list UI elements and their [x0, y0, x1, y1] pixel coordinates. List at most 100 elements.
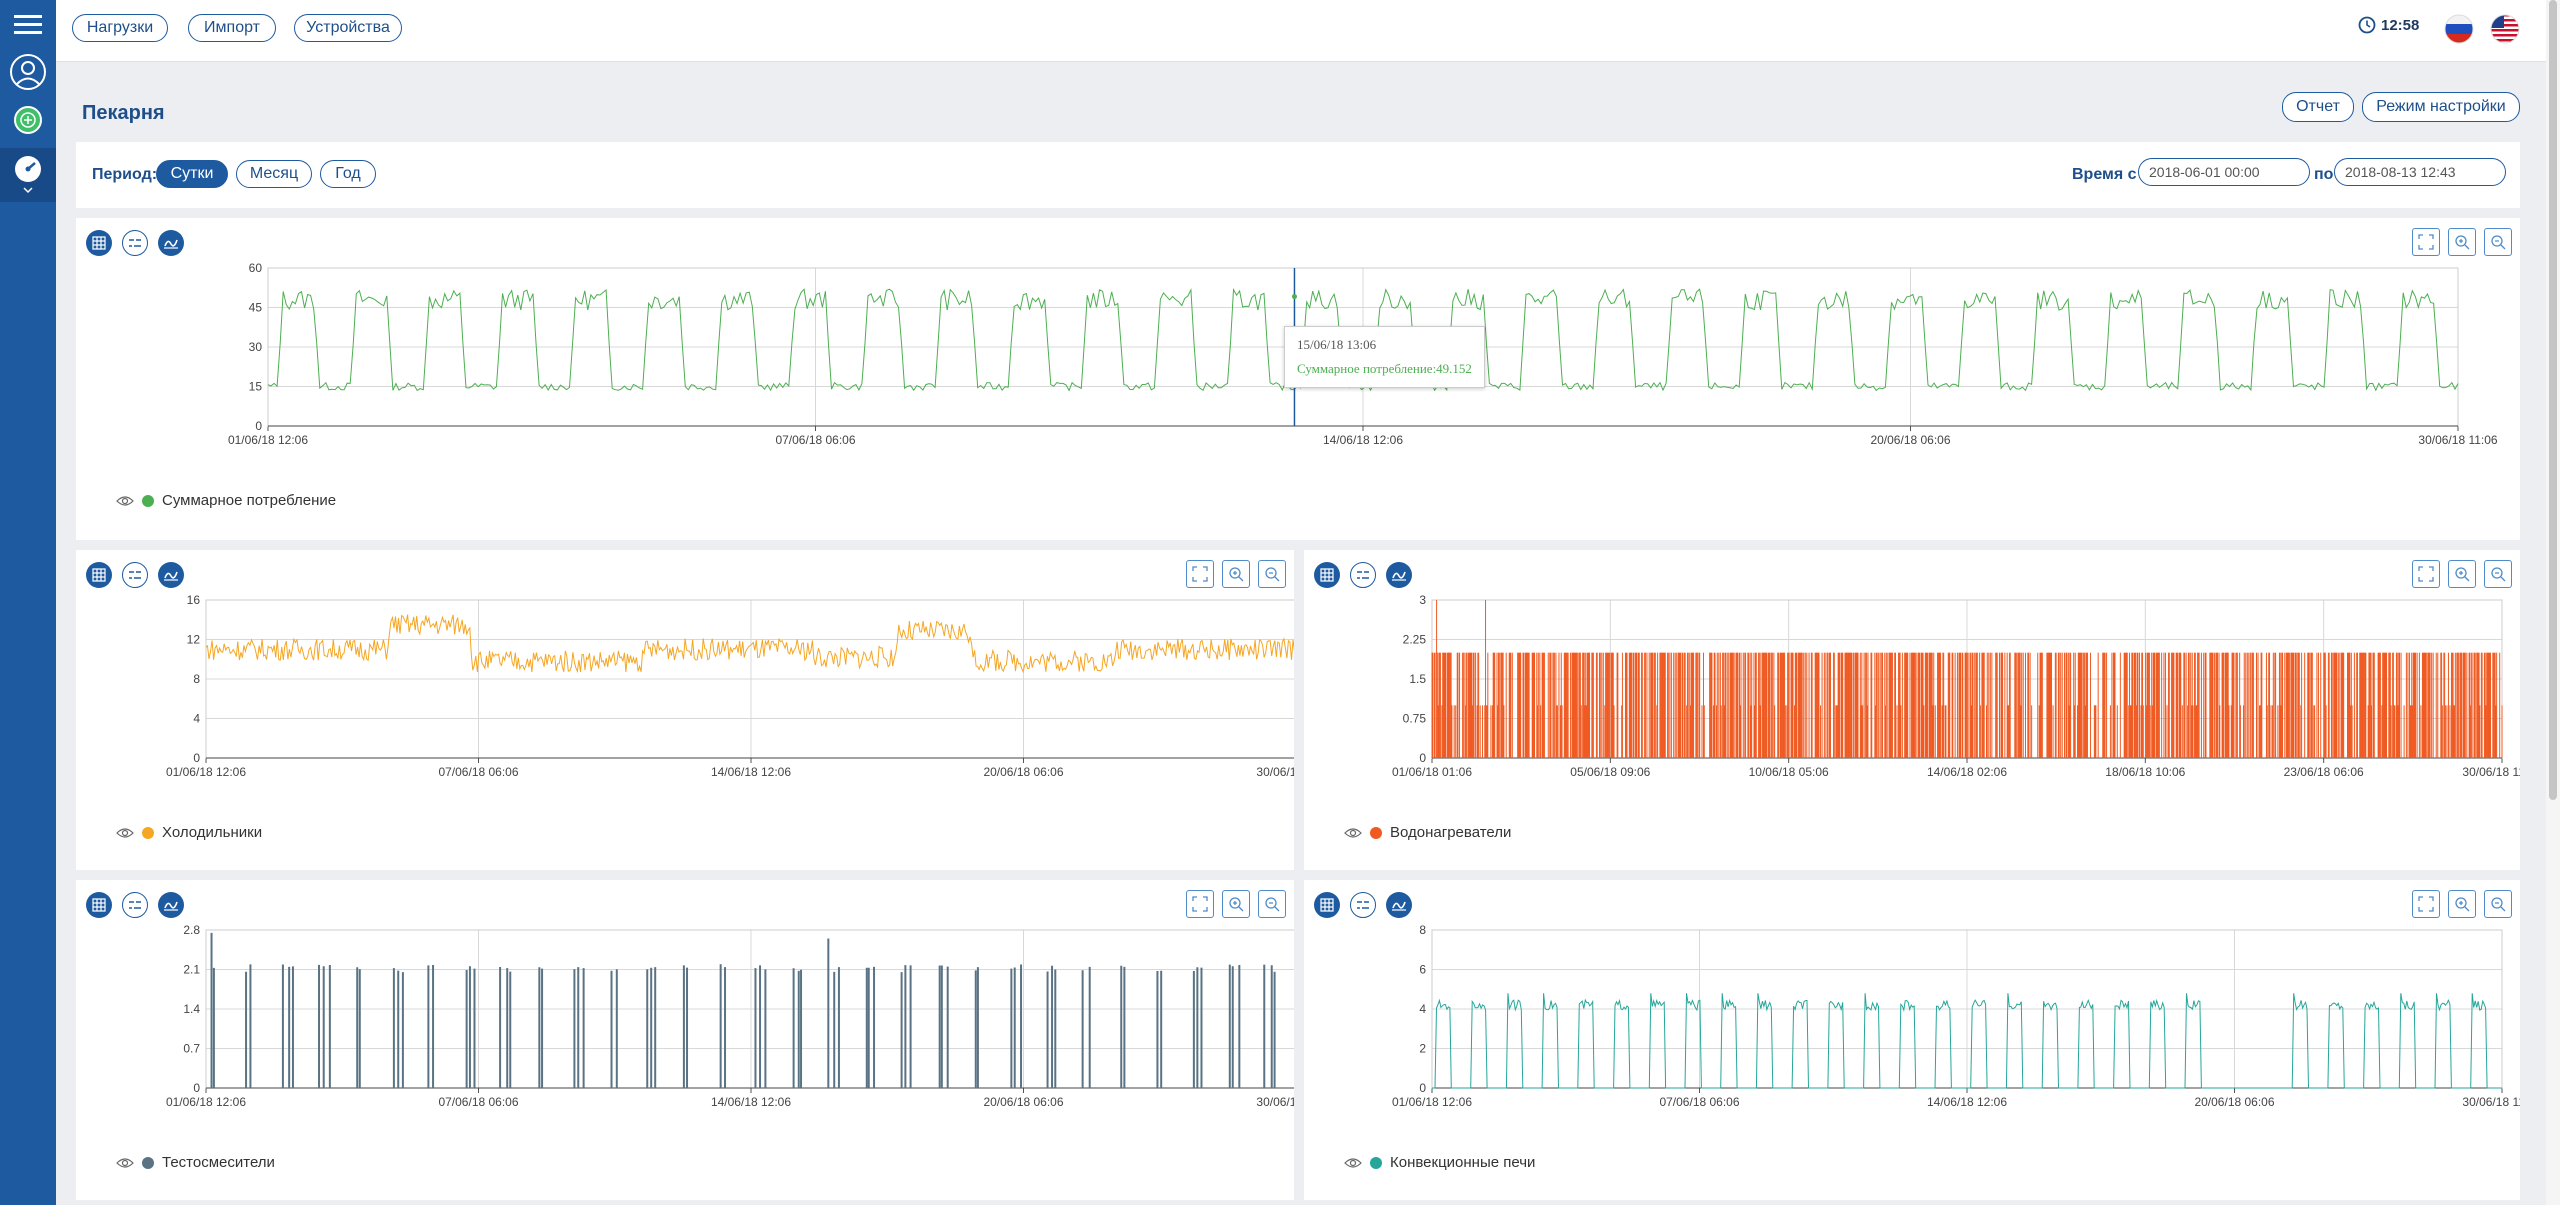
- fullscreen-icon[interactable]: [2412, 560, 2440, 588]
- legend-color-dot: [1370, 826, 1382, 839]
- chart-legend[interactable]: Холодильники: [116, 824, 262, 841]
- x-tick-label: 01/06/18 12:06: [166, 1095, 246, 1109]
- legend-series-name: Суммарное потребление: [162, 492, 337, 509]
- y-tick-label: 8: [1419, 923, 1426, 937]
- y-tick-label: 1.4: [183, 1002, 200, 1016]
- visibility-eye-icon[interactable]: [1344, 827, 1362, 839]
- y-tick-label: 0: [193, 1081, 200, 1095]
- grid-icon[interactable]: [1314, 562, 1340, 588]
- chart-legend[interactable]: Суммарное потребление: [116, 492, 336, 509]
- y-tick-label: 4: [1419, 1002, 1426, 1016]
- y-tick-label: 0: [1419, 751, 1426, 765]
- chevron-down-icon: [23, 187, 33, 194]
- zoom-out-icon[interactable]: [2484, 560, 2512, 588]
- zoom-in-icon[interactable]: [2448, 560, 2476, 588]
- fullscreen-icon[interactable]: [2412, 890, 2440, 918]
- clock-icon: [2358, 16, 2376, 34]
- visibility-eye-icon[interactable]: [116, 827, 134, 839]
- legend-series-name: Конвекционные печи: [1390, 1154, 1536, 1171]
- y-tick-label: 2.25: [1403, 633, 1427, 647]
- x-tick-label: 20/06/18 06:06: [2194, 1095, 2274, 1109]
- fullscreen-icon[interactable]: [1186, 890, 1214, 918]
- zoom-in-icon[interactable]: [2448, 228, 2476, 256]
- scrollbar[interactable]: [2546, 0, 2560, 1205]
- menu-icon[interactable]: [6, 2, 50, 46]
- legend-series-name: Холодильники: [162, 824, 263, 841]
- x-tick-label: 18/06/18 10:06: [2105, 765, 2185, 779]
- fullscreen-icon[interactable]: [2412, 228, 2440, 256]
- tab-devices[interactable]: Устройства: [294, 14, 402, 42]
- scrollbar-thumb[interactable]: [2549, 0, 2557, 800]
- series-line: [267, 287, 2459, 392]
- chart-legend[interactable]: Тестосмесители: [116, 1154, 275, 1171]
- x-tick-label: 05/06/18 09:06: [1570, 765, 1650, 779]
- export-icon[interactable]: [158, 892, 184, 918]
- chart-type-icon[interactable]: [122, 562, 148, 588]
- x-tick-label: 14/06/18 12:06: [711, 1095, 791, 1109]
- y-tick-label: 0.75: [1403, 712, 1427, 726]
- y-tick-label: 0: [193, 751, 200, 765]
- report-button[interactable]: Отчет: [2282, 92, 2354, 122]
- x-tick-label: 14/06/18 02:06: [1927, 765, 2007, 779]
- russian-flag-icon[interactable]: [2444, 14, 2474, 44]
- chart-panel-convection-ovens: 0 2 4 6 8 01/06/18 12:06 07/06/18 06:06 14/06/1…: [1304, 880, 2520, 1200]
- chart-type-icon[interactable]: [122, 230, 148, 256]
- x-tick-label: 20/06/18 06:06: [983, 765, 1063, 779]
- period-bar: Период: Сутки Месяц Год Время с 2018-06-…: [76, 142, 2520, 208]
- zoom-in-icon[interactable]: [1222, 890, 1250, 918]
- x-tick-label: 07/06/18 06:06: [438, 1095, 518, 1109]
- tab-import[interactable]: Импорт: [188, 14, 276, 42]
- zoom-in-icon[interactable]: [1222, 560, 1250, 588]
- hover-point: [1291, 294, 1297, 300]
- y-tick-label: 12: [187, 633, 201, 647]
- grid-icon[interactable]: [1314, 892, 1340, 918]
- legend-color-dot: [142, 1156, 154, 1169]
- grid-icon[interactable]: [86, 230, 112, 256]
- zoom-in-icon[interactable]: [2448, 890, 2476, 918]
- grid-icon[interactable]: [86, 892, 112, 918]
- chart-type-icon[interactable]: [122, 892, 148, 918]
- y-tick-label: 4: [193, 712, 200, 726]
- user-icon[interactable]: [6, 50, 50, 94]
- zoom-out-icon[interactable]: [1258, 890, 1286, 918]
- time-from-input[interactable]: 2018-06-01 00:00: [2138, 158, 2310, 186]
- time-to-input[interactable]: 2018-08-13 12:43: [2334, 158, 2506, 186]
- us-flag-icon[interactable]: [2490, 14, 2520, 44]
- y-tick-label: 2.1: [183, 963, 200, 977]
- legend-color-dot: [142, 494, 154, 507]
- sidebar: [0, 0, 56, 1205]
- x-tick-label: 30/06/18 11:06: [1256, 765, 1294, 779]
- clock-time: 12:58: [2381, 16, 2420, 34]
- x-tick-label: 30/06/18 11:06: [2418, 433, 2498, 447]
- zoom-out-icon[interactable]: [2484, 228, 2512, 256]
- tab-loads[interactable]: Нагрузки: [72, 14, 168, 42]
- chart-legend[interactable]: Конвекционные печи: [1344, 1154, 1535, 1171]
- chart-tooltip: 15/06/18 13:06 Суммарное потребление:49.…: [1284, 326, 1485, 388]
- export-icon[interactable]: [1386, 892, 1412, 918]
- settings-mode-button[interactable]: Режим настройки: [2362, 92, 2520, 122]
- visibility-eye-icon[interactable]: [1344, 1157, 1362, 1169]
- chart-type-icon[interactable]: [1350, 562, 1376, 588]
- time-from-label: Время с: [2072, 166, 2137, 183]
- chart-panel-water-heaters: 0 0.75 1.5 2.25 3 01/06/18 01:06 05/06/18 09:0…: [1304, 550, 2520, 870]
- period-year-button[interactable]: Год: [320, 160, 376, 188]
- add-icon[interactable]: [6, 98, 50, 142]
- chart-svg: 0 0.7 1.4 2.1 2.8 01/06/18 12:06 07/06/18 06:0…: [166, 923, 1294, 1109]
- zoom-out-icon[interactable]: [1258, 560, 1286, 588]
- export-icon[interactable]: [158, 562, 184, 588]
- period-day-button[interactable]: Сутки: [156, 160, 228, 188]
- visibility-eye-icon[interactable]: [116, 495, 134, 507]
- export-icon[interactable]: [1386, 562, 1412, 588]
- grid-icon[interactable]: [86, 562, 112, 588]
- fullscreen-icon[interactable]: [1186, 560, 1214, 588]
- export-icon[interactable]: [158, 230, 184, 256]
- y-tick-label: 3: [1419, 593, 1426, 607]
- zoom-out-icon[interactable]: [2484, 890, 2512, 918]
- period-month-button[interactable]: Месяц: [236, 160, 312, 188]
- x-tick-label: 20/06/18 06:06: [983, 1095, 1063, 1109]
- chart-svg: 0 0.75 1.5 2.25 3 01/06/18 01:06 05/06/18 09:0…: [1392, 593, 2520, 779]
- visibility-eye-icon[interactable]: [116, 1157, 134, 1169]
- chart-legend[interactable]: Водонагреватели: [1344, 824, 1511, 841]
- dashboard-nav-item[interactable]: [0, 148, 56, 202]
- chart-type-icon[interactable]: [1350, 892, 1376, 918]
